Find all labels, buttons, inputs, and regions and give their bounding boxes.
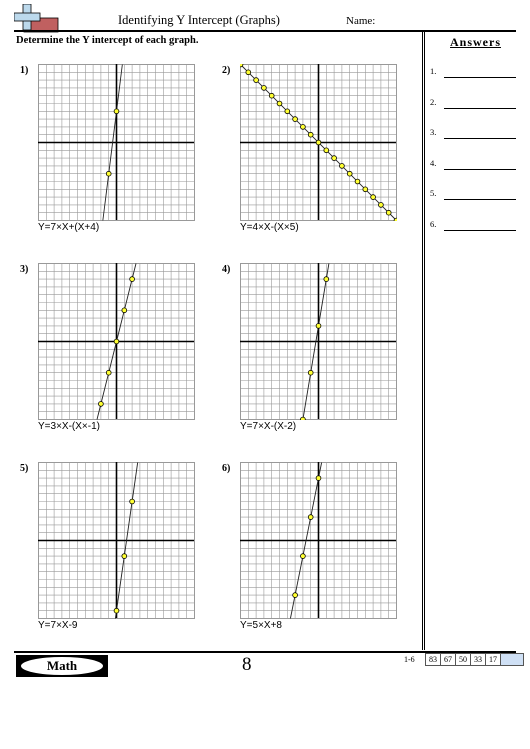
plot-point (346, 170, 353, 177)
answer-row: 4. (430, 158, 516, 172)
answer-blank[interactable] (444, 168, 516, 170)
equation-label: Y=7×X+(X+4) (38, 222, 100, 233)
answers-panel (422, 30, 519, 650)
plotted-line (102, 64, 123, 221)
plot-point (240, 64, 244, 68)
footer-rule (14, 651, 516, 653)
plot-point (113, 607, 120, 614)
plotted-line (302, 263, 330, 420)
plot-point (129, 276, 135, 282)
answer-number: 6. (430, 218, 437, 229)
answer-row: 5. (430, 188, 516, 202)
plot-point (292, 592, 298, 598)
answer-row: 2. (430, 97, 516, 111)
score-cell: 67 (441, 653, 456, 666)
plot-point (98, 401, 104, 407)
score-cell: 50 (456, 653, 471, 666)
plot-point (307, 514, 314, 520)
plot-point (253, 77, 259, 83)
plot-point (323, 276, 330, 282)
plot-point (113, 108, 120, 115)
equation-label: Y=3×X-(X×-1) (38, 421, 100, 432)
plot-point (268, 92, 275, 99)
plot-point (393, 217, 397, 221)
plot-point (121, 553, 128, 559)
coordinate-grid (38, 462, 195, 619)
score-cell: 0 (501, 653, 524, 666)
plot-point (300, 416, 306, 420)
plot-point (307, 369, 314, 376)
plot-point (105, 369, 112, 376)
coordinate-grid (240, 263, 397, 420)
plot-point (323, 147, 330, 154)
answer-row: 1. (430, 66, 516, 80)
answer-number: 3. (430, 127, 437, 137)
plot-point (307, 131, 314, 138)
header-rule (14, 30, 516, 32)
answer-number: 5. (430, 188, 437, 198)
problem-number: 2) (222, 65, 231, 76)
answer-number: 1. (430, 66, 437, 76)
coordinate-grid (240, 64, 397, 221)
plot-point (331, 155, 337, 161)
answer-blank[interactable] (444, 138, 516, 139)
plot-point (362, 186, 369, 193)
answer-row: 3. (430, 127, 516, 141)
equation-label: Y=4×X-(X×5) (240, 222, 299, 233)
page-number: 8 (242, 654, 252, 675)
plot-point (284, 108, 291, 115)
plot-point (315, 475, 322, 481)
plot-point (315, 139, 322, 146)
plot-point (276, 100, 283, 107)
name-label: Name: (346, 15, 376, 27)
math-logo (14, 4, 59, 33)
equation-label: Y=7×X-(X-2) (240, 421, 297, 432)
answer-blank[interactable] (444, 77, 516, 78)
coordinate-grid (38, 263, 195, 420)
problem-number: 6) (222, 463, 231, 474)
worksheet-title: Identifying Y Intercept (Graphs) (118, 13, 280, 27)
problem-number: 1) (20, 65, 29, 76)
problem-number: 5) (20, 463, 29, 474)
plot-point (300, 124, 306, 130)
coordinate-grid (38, 64, 195, 221)
answer-row: 6. (430, 219, 516, 233)
plot-point (121, 307, 128, 314)
plot-point (245, 69, 252, 76)
answers-title: Answers (450, 35, 501, 49)
plot-point (354, 178, 361, 185)
plot-point (129, 498, 135, 505)
score-cell: 83 (425, 653, 441, 666)
equation-label: Y=5×X+8 (240, 620, 282, 631)
math-badge-label: Math (21, 657, 103, 675)
problem-number: 3) (20, 264, 29, 275)
plotted-line (114, 462, 139, 619)
score-cell: 33 (471, 653, 486, 666)
plot-point (378, 202, 384, 208)
plot-point (105, 170, 112, 177)
plot-point (261, 85, 267, 91)
plot-point (385, 209, 392, 216)
plot-point (370, 194, 376, 200)
instructions: Determine the Y intercept of each graph. (16, 35, 199, 46)
score-cell: 17 (486, 653, 501, 666)
answer-number: 2. (430, 96, 437, 107)
coordinate-grid (240, 462, 397, 619)
plot-point (300, 553, 306, 559)
answer-blank[interactable] (444, 229, 516, 231)
score-table: 83675033170 (425, 653, 524, 666)
answer-number: 4. (430, 157, 437, 168)
score-range-label: 1-6 (404, 655, 415, 664)
plot-point (113, 338, 120, 345)
problem-number: 4) (222, 264, 231, 275)
plot-point (315, 323, 322, 329)
plot-point (292, 116, 298, 122)
answer-blank[interactable] (444, 107, 516, 109)
plot-point (339, 163, 345, 169)
equation-label: Y=7×X-9 (38, 620, 78, 631)
answer-blank[interactable] (444, 199, 516, 200)
